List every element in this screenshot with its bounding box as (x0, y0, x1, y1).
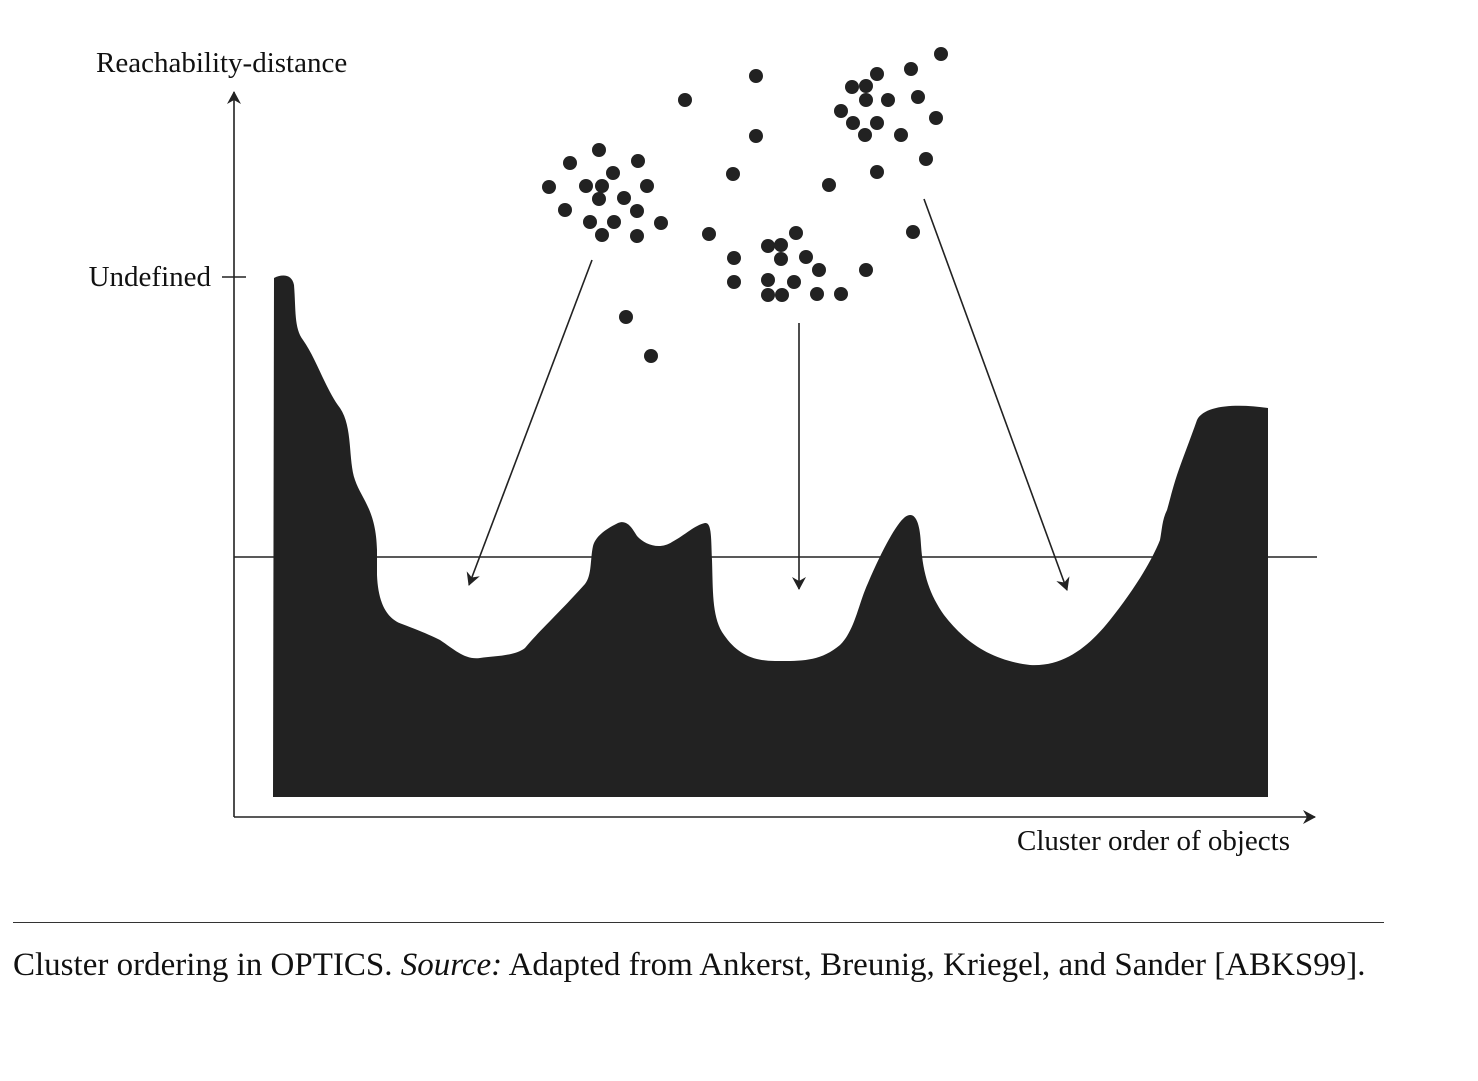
data-point (592, 143, 606, 157)
data-point (654, 216, 668, 230)
data-point (929, 111, 943, 125)
data-point (631, 154, 645, 168)
cluster-middle-points (727, 226, 848, 302)
data-point (810, 287, 824, 301)
data-point (859, 263, 873, 277)
data-point (761, 273, 775, 287)
data-point (858, 128, 872, 142)
noise-points (619, 47, 948, 363)
data-point (727, 275, 741, 289)
data-point (563, 156, 577, 170)
data-point (749, 69, 763, 83)
data-point (919, 152, 933, 166)
data-point (789, 226, 803, 240)
data-point (727, 251, 741, 265)
data-point (607, 215, 621, 229)
data-point (617, 191, 631, 205)
data-point (834, 287, 848, 301)
data-point (595, 228, 609, 242)
data-point (774, 252, 788, 266)
data-point (870, 67, 884, 81)
caption-prefix: Cluster ordering in OPTICS. (13, 947, 393, 983)
cluster-arrow-right (923, 198, 1070, 591)
data-point (787, 275, 801, 289)
data-point (834, 104, 848, 118)
data-point (845, 80, 859, 94)
data-point (812, 263, 826, 277)
cluster-arrow-left (466, 259, 593, 586)
data-point (726, 167, 740, 181)
data-point (678, 93, 692, 107)
data-point (859, 93, 873, 107)
data-point (911, 90, 925, 104)
figure-caption: Cluster ordering in OPTICS. Source: Adap… (13, 944, 1385, 986)
data-point (640, 179, 654, 193)
cluster-left-points (542, 143, 668, 243)
caption-source-label: Source: (400, 947, 503, 983)
data-point (579, 179, 593, 193)
reachability-plot (273, 275, 1268, 797)
y-axis-label: Reachability-distance (96, 47, 347, 79)
data-point (870, 116, 884, 130)
data-point (799, 250, 813, 264)
data-point (595, 179, 609, 193)
data-point (558, 203, 572, 217)
data-point (859, 79, 873, 93)
data-point (749, 129, 763, 143)
data-point (906, 225, 920, 239)
data-point (630, 229, 644, 243)
data-point (904, 62, 918, 76)
data-point (774, 238, 788, 252)
data-point (583, 215, 597, 229)
data-point (761, 288, 775, 302)
caption-text: Adapted from Ankerst, Breunig, Kriegel, … (508, 947, 1366, 983)
data-point (934, 47, 948, 61)
data-point (592, 192, 606, 206)
cluster-right-points (834, 62, 943, 179)
data-point (542, 180, 556, 194)
undefined-tick-label: Undefined (89, 261, 212, 293)
data-point (894, 128, 908, 142)
data-point (702, 227, 716, 241)
data-point (761, 239, 775, 253)
data-point (619, 310, 633, 324)
data-point (846, 116, 860, 130)
data-point (822, 178, 836, 192)
data-point (870, 165, 884, 179)
data-point (630, 204, 644, 218)
data-point (644, 349, 658, 363)
data-point (881, 93, 895, 107)
data-point (775, 288, 789, 302)
x-axis-label: Cluster order of objects (1017, 825, 1290, 857)
caption-divider (13, 922, 1384, 923)
data-point (606, 166, 620, 180)
